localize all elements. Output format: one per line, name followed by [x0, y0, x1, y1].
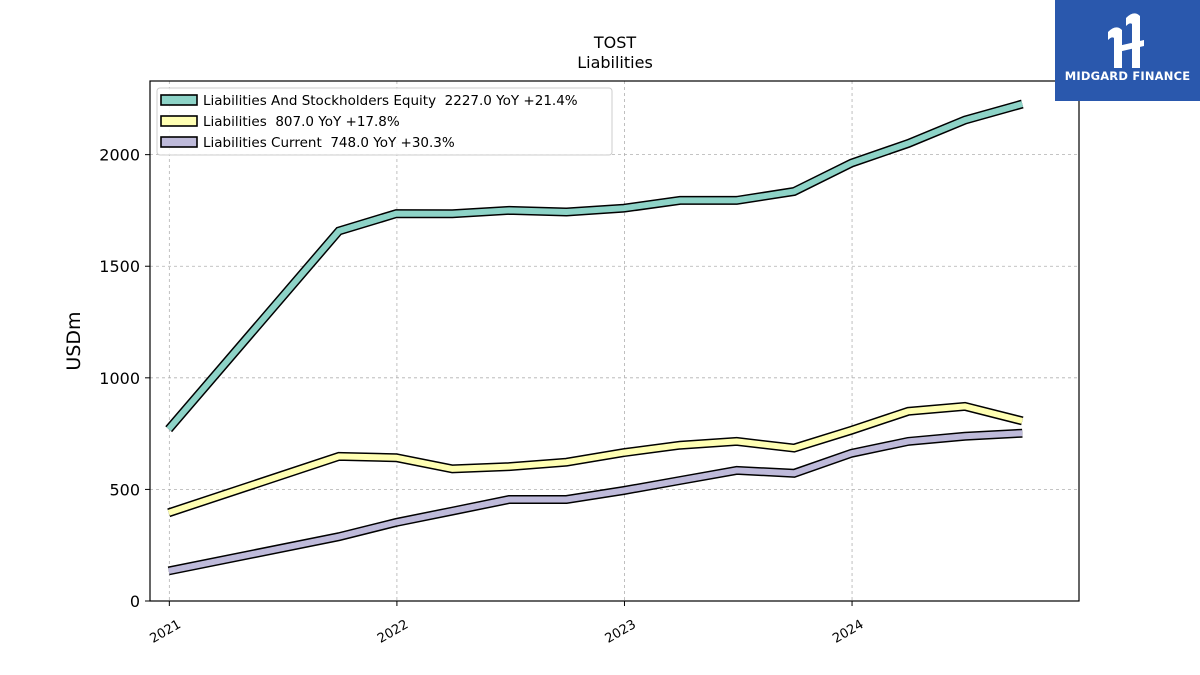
- chart-title: TOST: [593, 33, 637, 52]
- y-tick-label: 2000: [99, 146, 140, 165]
- x-tick-label: 2024: [830, 617, 866, 647]
- grid: [150, 81, 1079, 601]
- series-line-1: [167, 403, 1024, 516]
- legend-label-1: Liabilities 807.0 YoY +17.8%: [203, 114, 400, 130]
- series-lines: [165, 99, 1024, 576]
- x-tick-label: 2022: [375, 617, 411, 647]
- y-tick-label: 0: [130, 592, 140, 611]
- y-tick-label: 1500: [99, 257, 140, 276]
- legend-box: [156, 87, 613, 156]
- legend: Liabilities And Stockholders Equity 2227…: [156, 87, 613, 156]
- legend-label-0: Liabilities And Stockholders Equity 2227…: [203, 93, 578, 109]
- series-line-2: [168, 430, 1023, 574]
- legend-label-2: Liabilities Current 748.0 YoY +30.3%: [203, 135, 455, 151]
- y-tick-label: 500: [109, 480, 140, 499]
- plot-frame: [149, 80, 1080, 602]
- y-axis-label: USDm: [63, 311, 85, 370]
- series-line-0: [166, 101, 1024, 432]
- legend-swatch-1: [160, 115, 198, 127]
- y-tick-label: 1000: [99, 369, 140, 388]
- logo-mark-icon: [1108, 13, 1144, 68]
- logo-text: MIDGARD FINANCE: [1064, 69, 1191, 83]
- midgard-finance-logo: MIDGARD FINANCE: [1055, 0, 1200, 101]
- chart-subtitle: Liabilities: [577, 53, 653, 72]
- x-tick-label: 2023: [603, 617, 639, 647]
- legend-swatch-2: [160, 136, 198, 148]
- axis-ticks: 0 500 1000 1500 2000 2021 2022 2023 2024: [99, 146, 866, 647]
- x-tick-label: 2021: [147, 617, 183, 647]
- legend-swatch-0: [160, 94, 198, 106]
